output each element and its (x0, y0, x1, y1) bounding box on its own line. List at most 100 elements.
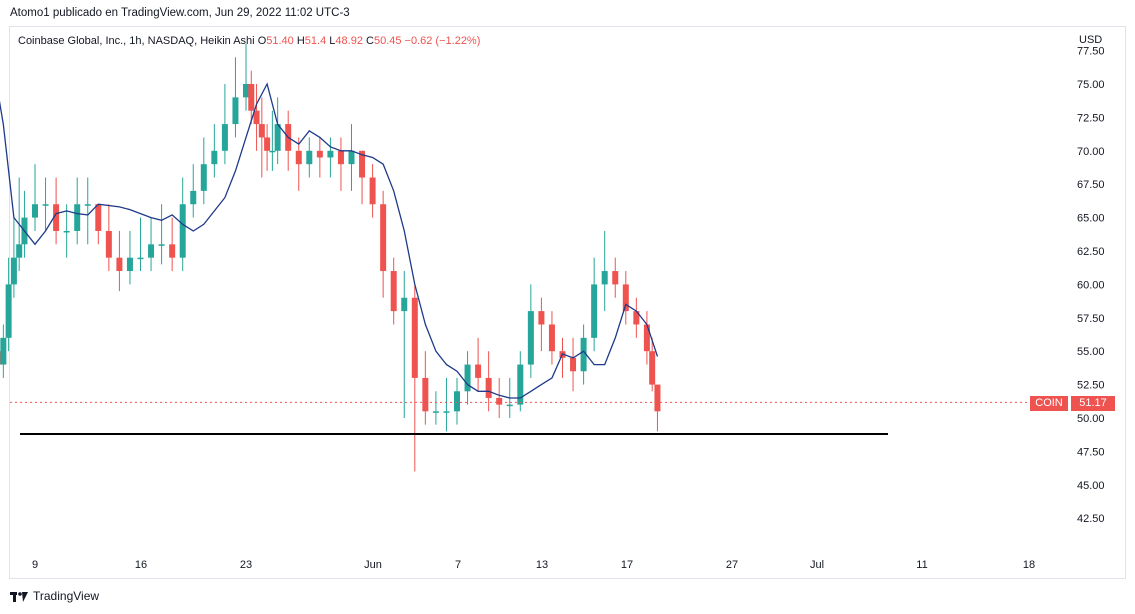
price-tick-label: 57.50 (1077, 313, 1105, 325)
price-tick-label: 52.50 (1077, 380, 1105, 392)
price-tick-label: 75.00 (1077, 79, 1105, 91)
candle-body (316, 150, 323, 158)
candle-body (221, 124, 228, 151)
last-price-badge: 51.17 (1071, 396, 1115, 411)
time-tick-label: 7 (455, 559, 461, 571)
candle (496, 377, 503, 418)
candle-body (84, 204, 91, 206)
candle-body (612, 271, 619, 285)
price-tick-label: 47.50 (1077, 446, 1105, 458)
candle (454, 377, 460, 425)
candle (211, 124, 218, 178)
candle-body (190, 190, 197, 205)
candle (380, 190, 387, 298)
candle-body (232, 97, 239, 125)
symbol-badge: COIN (1030, 396, 1068, 411)
candle (316, 137, 323, 178)
time-tick-label: 27 (726, 559, 738, 571)
candles-layer (0, 43, 661, 472)
candle-body (527, 311, 534, 365)
candle (390, 257, 397, 325)
candle-body (137, 257, 144, 260)
candle-body (464, 364, 471, 392)
candle (264, 124, 271, 171)
candle-body (211, 150, 218, 165)
candle-body (443, 411, 450, 413)
candle-body (148, 244, 155, 258)
candle (74, 177, 81, 245)
candle (221, 84, 228, 165)
candle-body (42, 204, 49, 206)
candle-body (158, 244, 165, 246)
candle (622, 271, 629, 325)
candle (126, 230, 133, 285)
candle (105, 204, 112, 272)
time-tick-label: 23 (240, 559, 252, 571)
candle-body (32, 204, 38, 218)
candle-body (105, 230, 112, 258)
candle-body (348, 150, 355, 165)
candle (42, 177, 49, 231)
price-axis: 77.50 75.00 72.50 70.00 67.50 65.00 62.50 60.00… (1077, 46, 1105, 526)
candle-body (649, 351, 656, 385)
price-tick-label: 72.50 (1077, 112, 1105, 124)
candle-body (74, 204, 81, 231)
candle-body (401, 297, 408, 312)
candle (432, 391, 439, 425)
price-tick-label: 70.00 (1077, 146, 1105, 158)
candle (443, 377, 450, 432)
candle (295, 137, 302, 191)
candle (200, 137, 207, 205)
candle (580, 324, 587, 385)
candle-body (126, 257, 133, 272)
candle-body (601, 271, 608, 285)
time-tick-label: 11 (916, 559, 927, 571)
time-tick-label: 13 (536, 559, 548, 571)
candle (348, 124, 355, 191)
candle-body (622, 284, 629, 312)
time-tick-label: 9 (32, 559, 38, 571)
candle-body (10, 257, 17, 285)
candle (527, 284, 534, 378)
candle (95, 204, 102, 245)
candle-body (269, 150, 276, 153)
candle-body (432, 411, 439, 413)
candle-body (264, 137, 271, 151)
candle (248, 70, 255, 125)
symbol-description: Coinbase Global, Inc., 1h, NASDAQ, Heiki… (18, 35, 255, 47)
footer[interactable]: TradingView (10, 589, 99, 603)
candle-body (485, 377, 492, 398)
candle (21, 190, 28, 258)
candle-body (538, 311, 545, 325)
candle (327, 137, 334, 178)
candle-body (654, 384, 661, 412)
candle (253, 84, 260, 151)
candle (649, 337, 656, 392)
candle-body (580, 337, 587, 372)
candle-body (95, 204, 102, 231)
candle (274, 97, 281, 165)
chart-legend: Coinbase Global, Inc., 1h, NASDAQ, Heiki… (18, 35, 480, 47)
tradingview-logo-icon (10, 591, 28, 602)
candle (643, 311, 650, 365)
change-value: −0.62 (−1.22%) (404, 35, 481, 47)
candle-body (411, 297, 418, 378)
candle-body (506, 404, 513, 407)
candle (190, 164, 197, 218)
candle-body (53, 204, 60, 231)
open-value: 51.40 (266, 35, 294, 47)
candle-body (496, 397, 503, 405)
candle (570, 337, 577, 392)
candle (232, 57, 239, 138)
candle (10, 217, 17, 298)
candle-body (274, 124, 281, 151)
candle (517, 351, 524, 412)
high-label: H (296, 35, 305, 47)
time-tick-label: 16 (135, 559, 147, 571)
price-tick-label: 50.00 (1077, 413, 1105, 425)
candle-body (475, 364, 482, 378)
low-label: L (329, 35, 336, 47)
candle (485, 351, 492, 412)
candle-body (0, 337, 7, 365)
